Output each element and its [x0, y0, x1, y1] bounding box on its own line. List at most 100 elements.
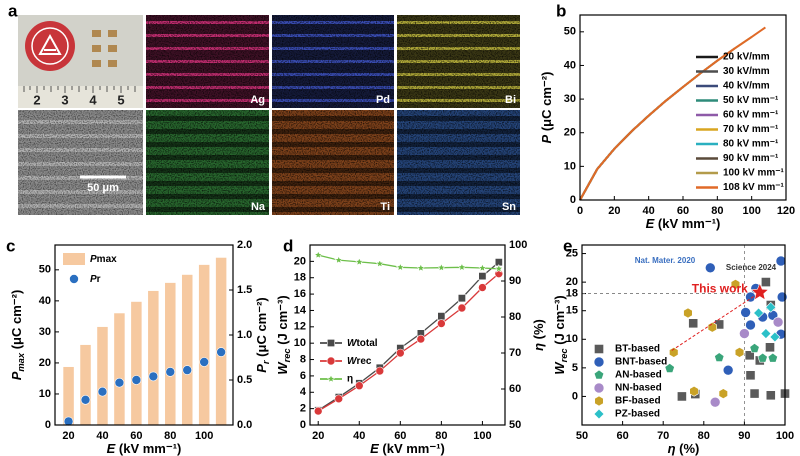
- x-tick-label: 80: [435, 430, 447, 442]
- y-tick-label: 2: [300, 403, 306, 415]
- map-texture: [397, 15, 520, 108]
- legend-label: 100 kV mm⁻¹: [723, 168, 785, 179]
- sem-image: 50 μm: [18, 110, 143, 215]
- legend-label: η: [347, 374, 353, 385]
- x-tick-label: 60: [130, 430, 142, 442]
- data-point: [494, 258, 503, 267]
- y2-tick-label: 90: [509, 275, 521, 287]
- y-tick-label: 25: [566, 247, 578, 259]
- y-axis-label: Pmax (μC cm⁻²): [9, 290, 26, 381]
- legend-marker: [326, 338, 336, 348]
- y-axis-label-part: max: [16, 352, 26, 372]
- y2-tick-label: 2.0: [237, 239, 252, 251]
- data-point: [676, 391, 687, 402]
- panel-label: a: [8, 1, 18, 20]
- sample-chip: [108, 45, 117, 52]
- logo-ring: [31, 27, 69, 65]
- series-line: [317, 273, 500, 412]
- y-tick-label: 0: [300, 419, 306, 431]
- map-label: Ag: [250, 94, 265, 106]
- data-point: [739, 328, 750, 339]
- x-tick-label: 60: [616, 430, 628, 442]
- ruler-number: 2: [33, 92, 40, 107]
- legend-label-part: rec: [356, 356, 371, 367]
- x-tick-label: 0: [577, 205, 583, 217]
- y-tick-label: 8: [300, 353, 306, 365]
- legend-label: BF-based: [615, 396, 661, 407]
- panel-label: c: [6, 236, 15, 255]
- x-tick-label: 100: [742, 205, 760, 217]
- y-axis-label: P (μC cm⁻²): [539, 72, 554, 144]
- legend-label: 40 kV/mm: [723, 81, 770, 92]
- series-line: [579, 26, 766, 201]
- data-point: [753, 307, 765, 319]
- legend-label-part: W: [347, 356, 358, 367]
- data-point: [416, 334, 426, 344]
- map-texture: [146, 15, 269, 108]
- x-tick-label: 50: [576, 430, 588, 442]
- data-point: [375, 366, 385, 376]
- y-tick-label: 20: [39, 357, 51, 369]
- scale-bar-label: 50 μm: [87, 182, 119, 194]
- legend-marker: [593, 356, 605, 368]
- bar: [165, 282, 176, 425]
- sample-chip: [92, 30, 101, 37]
- bar: [97, 326, 108, 425]
- data-point: [313, 250, 323, 259]
- x-tick-label: 20: [608, 205, 620, 217]
- y-tick-label: 30: [564, 93, 576, 105]
- legend-label: PZ-based: [615, 409, 660, 420]
- legend-marker: [594, 344, 604, 354]
- sample-chip: [92, 60, 101, 67]
- sample-chip: [108, 30, 117, 37]
- data-point: [707, 321, 718, 333]
- y2-axis-label: Pr (μC cm⁻²): [254, 297, 271, 373]
- ruler-number: 3: [61, 92, 68, 107]
- x-axis-label-part: η: [668, 441, 676, 456]
- legend-marker: [593, 382, 605, 394]
- ruler-ticks: [23, 86, 136, 93]
- y-tick-label: 0: [45, 419, 51, 431]
- legend-label: AN-based: [615, 370, 662, 381]
- data-point: [772, 316, 784, 328]
- bar: [63, 366, 74, 425]
- y-tick-label: 20: [294, 255, 306, 267]
- y2-tick-label: 60: [509, 383, 521, 395]
- data-point: [745, 319, 756, 331]
- legend-label: Wrec: [347, 356, 372, 367]
- data-point: [63, 416, 74, 427]
- annotation: Nat. Mater. 2020: [635, 256, 696, 265]
- data-point: [765, 342, 775, 353]
- legend-marker: [593, 369, 605, 380]
- x-tick-label: 100: [776, 430, 794, 442]
- y-axis-label: Wrec (J cm⁻³): [552, 295, 569, 374]
- y2-axis-label-part: P: [254, 364, 269, 373]
- legend-marker: [69, 274, 79, 284]
- bar: [215, 257, 227, 425]
- bar: [80, 344, 91, 425]
- data-point: [478, 283, 487, 292]
- x-tick-label: 90: [738, 430, 750, 442]
- highlight-label: This work: [692, 282, 748, 296]
- legend-marker: [593, 408, 605, 420]
- y-tick-label: 10: [566, 333, 578, 345]
- y-axis-label: Wrec (J cm⁻³): [275, 295, 292, 374]
- x-tick-label: 20: [312, 430, 324, 442]
- bar: [114, 313, 125, 425]
- data-point: [765, 390, 776, 401]
- y2-tick-label: 1.5: [237, 284, 252, 296]
- y-axis-label-part: (μC cm⁻²): [9, 290, 24, 353]
- data-point: [745, 370, 756, 381]
- data-point: [669, 347, 679, 358]
- y2-axis-label-part: η: [531, 343, 546, 351]
- data-point: [477, 263, 487, 272]
- x-axis-label-part: E: [646, 216, 655, 231]
- series-line: [318, 254, 499, 270]
- map-texture: [272, 110, 394, 215]
- y-tick-label: 18: [294, 272, 306, 284]
- y-axis-label-part: P: [539, 134, 554, 143]
- legend-swatch: [63, 253, 85, 265]
- legend-label: 108 kV mm⁻¹: [723, 182, 785, 193]
- sample-chip: [108, 60, 117, 67]
- x-tick-label: 60: [677, 205, 689, 217]
